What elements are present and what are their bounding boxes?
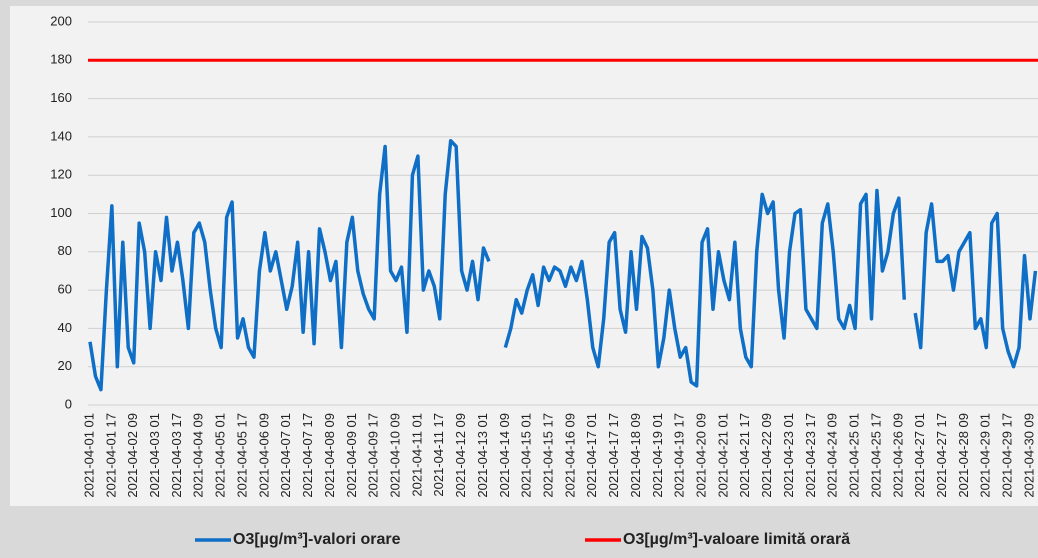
x-tick-label: 2021-04-25 17	[868, 413, 883, 498]
y-tick-label: 100	[50, 205, 72, 220]
x-tick-label: 2021-04-06 09	[256, 413, 271, 498]
x-tick-label: 2021-04-22 09	[759, 413, 774, 498]
x-tick-label: 2021-04-30 09	[1021, 413, 1036, 498]
x-tick-label: 2021-04-17 01	[584, 413, 599, 498]
x-tick-label: 2021-04-26 09	[890, 413, 905, 498]
y-tick-label: 80	[58, 243, 72, 258]
y-tick-label: 140	[50, 128, 72, 143]
x-tick-label: 2021-04-23 01	[781, 413, 796, 498]
x-tick-label: 2021-04-21 17	[737, 413, 752, 498]
y-tick-label: 40	[58, 320, 72, 335]
x-tick-label: 2021-04-09 01	[344, 413, 359, 498]
x-tick-label: 2021-04-07 01	[278, 413, 293, 498]
x-tick-label: 2021-04-27 01	[912, 413, 927, 498]
x-tick-label: 2021-04-19 01	[650, 413, 665, 498]
x-tick-label: 2021-04-28 09	[956, 413, 971, 498]
x-tick-label: 2021-04-27 17	[934, 413, 949, 498]
x-tick-label: 2021-04-24 09	[825, 413, 840, 498]
x-tick-label: 2021-04-25 01	[847, 413, 862, 498]
x-tick-label: 2021-04-16 09	[562, 413, 577, 498]
x-tick-label: 2021-04-15 01	[519, 413, 534, 498]
legend-label: O3[µg/m³]-valoare limită orară	[623, 531, 850, 548]
y-tick-label: 180	[50, 52, 72, 67]
x-tick-label: 2021-04-21 01	[715, 413, 730, 498]
x-tick-label: 2021-04-03 01	[147, 413, 162, 498]
x-tick-label: 2021-04-10 09	[387, 413, 402, 498]
x-tick-label: 2021-04-11 01	[409, 413, 424, 497]
x-tick-label: 2021-04-18 09	[628, 413, 643, 498]
x-tick-label: 2021-04-13 01	[475, 413, 490, 498]
x-tick-label: 2021-04-04 09	[191, 413, 206, 498]
y-tick-label: 120	[50, 167, 72, 182]
x-tick-label: 2021-04-03 17	[169, 413, 184, 498]
x-tick-label: 2021-04-05 17	[234, 413, 249, 498]
x-tick-label: 2021-04-09 17	[366, 413, 381, 498]
legend-label: O3[µg/m³]-valori orare	[233, 531, 401, 548]
x-tick-label: 2021-04-05 01	[213, 413, 228, 498]
x-tick-label: 2021-04-01 01	[81, 413, 96, 498]
x-tick-label: 2021-04-12 09	[453, 413, 468, 498]
y-tick-label: 160	[50, 90, 72, 105]
x-tick-label: 2021-04-07 17	[300, 413, 315, 498]
y-tick-label: 60	[58, 282, 72, 297]
x-tick-label: 2021-04-11 17	[431, 413, 446, 497]
x-tick-label: 2021-04-29 17	[1000, 413, 1015, 498]
data-line	[503, 188, 907, 388]
y-tick-label: 0	[65, 396, 72, 411]
x-tick-label: 2021-04-14 09	[497, 413, 512, 498]
x-tick-label: 2021-04-20 09	[694, 413, 709, 498]
x-tick-label: 2021-04-01 17	[103, 413, 118, 498]
x-tick-label: 2021-04-19 17	[672, 413, 687, 498]
data-line	[88, 138, 491, 392]
x-tick-label: 2021-04-17 17	[606, 413, 621, 498]
x-tick-label: 2021-04-08 09	[322, 413, 337, 498]
x-tick-label: 2021-04-29 01	[978, 413, 993, 498]
y-tick-label: 20	[58, 358, 72, 373]
x-tick-label: 2021-04-23 17	[803, 413, 818, 498]
y-tick-label: 200	[50, 13, 72, 28]
plot-background	[10, 6, 1038, 506]
x-tick-label: 2021-04-15 17	[540, 413, 555, 498]
data-line	[913, 202, 1038, 369]
x-tick-label: 2021-04-02 09	[125, 413, 140, 498]
